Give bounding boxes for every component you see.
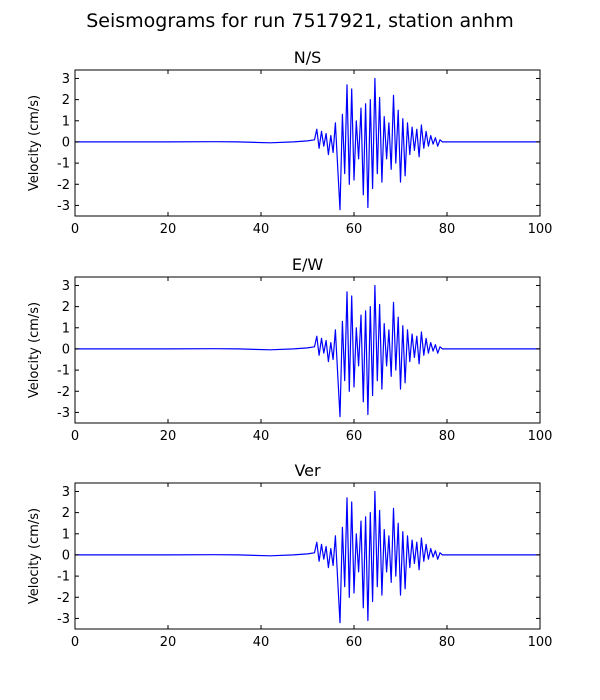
y-tick-label-ew: -2 — [57, 385, 70, 400]
y-axis-label-ver: Velocity (cm/s) — [27, 508, 42, 604]
y-tick-label-ns: 2 — [62, 93, 70, 108]
x-tick-label-ver: 60 — [346, 635, 363, 650]
axes-frame-ver — [74, 482, 541, 630]
x-tick-label-ver: 100 — [528, 635, 553, 650]
y-tick-label-ns: -1 — [57, 157, 70, 172]
y-tick-label-ew: 1 — [62, 321, 70, 336]
subplot-ns: N/S 0 20 40 60 80 100 -3 -2 -1 0 1 2 3 Velocity (cm/s) — [27, 48, 552, 237]
series-line-ew — [75, 284, 540, 418]
y-tick-label-ver: 2 — [62, 506, 70, 521]
x-tick-label-ew: 0 — [71, 429, 79, 444]
x-tick-label-ew: 100 — [528, 429, 553, 444]
y-tick-label-ew: 0 — [62, 342, 70, 357]
x-tick-label-ns: 40 — [253, 222, 270, 237]
axes-frame-ns — [74, 69, 541, 217]
subplot-title-ver: Ver — [294, 461, 321, 480]
subplot-ver: Ver 0 20 40 60 80 100 -3 -2 -1 0 1 2 3 Velocity (cm/s) — [27, 461, 552, 650]
y-tick-label-ver: 1 — [62, 527, 70, 542]
x-tick-label-ver: 20 — [160, 635, 177, 650]
y-tick-label-ns: -2 — [57, 178, 70, 193]
y-tick-label-ver: -1 — [57, 570, 70, 585]
x-tick-label-ew: 20 — [160, 429, 177, 444]
subplot-title-ns: N/S — [294, 48, 322, 67]
subplot-title-ew: E/W — [292, 255, 324, 274]
x-tick-label-ew: 80 — [439, 429, 456, 444]
y-tick-label-ew: -3 — [57, 406, 70, 421]
y-tick-label-ns: -3 — [57, 199, 70, 214]
x-tick-label-ew: 60 — [346, 429, 363, 444]
axes-frame-ew — [74, 276, 541, 424]
x-tick-label-ew: 40 — [253, 429, 270, 444]
y-tick-label-ver: 3 — [62, 485, 70, 500]
y-tick-label-ver: -3 — [57, 612, 70, 627]
y-axis-label-ew: Velocity (cm/s) — [27, 302, 42, 398]
figure-title: Seismograms for run 7517921, station anh… — [86, 10, 514, 32]
series-line-ns — [75, 77, 540, 211]
y-tick-label-ns: 0 — [62, 135, 70, 150]
x-tick-label-ns: 100 — [528, 222, 553, 237]
y-tick-label-ns: 1 — [62, 114, 70, 129]
y-tick-label-ew: 2 — [62, 300, 70, 315]
x-tick-label-ver: 0 — [71, 635, 79, 650]
y-tick-label-ver: 0 — [62, 548, 70, 563]
x-tick-label-ns: 20 — [160, 222, 177, 237]
y-tick-label-ver: -2 — [57, 591, 70, 606]
x-tick-label-ver: 80 — [439, 635, 456, 650]
y-tick-label-ns: 3 — [62, 72, 70, 87]
y-tick-label-ew: 3 — [62, 279, 70, 294]
x-tick-label-ns: 80 — [439, 222, 456, 237]
subplot-ew: E/W 0 20 40 60 80 100 -3 -2 -1 0 1 2 3 Velocity (cm/s) — [27, 255, 552, 444]
y-axis-label-ns: Velocity (cm/s) — [27, 95, 42, 191]
x-tick-label-ns: 0 — [71, 222, 79, 237]
series-line-ver — [75, 490, 540, 624]
x-tick-label-ver: 40 — [253, 635, 270, 650]
x-tick-label-ns: 60 — [346, 222, 363, 237]
y-tick-label-ew: -1 — [57, 364, 70, 379]
